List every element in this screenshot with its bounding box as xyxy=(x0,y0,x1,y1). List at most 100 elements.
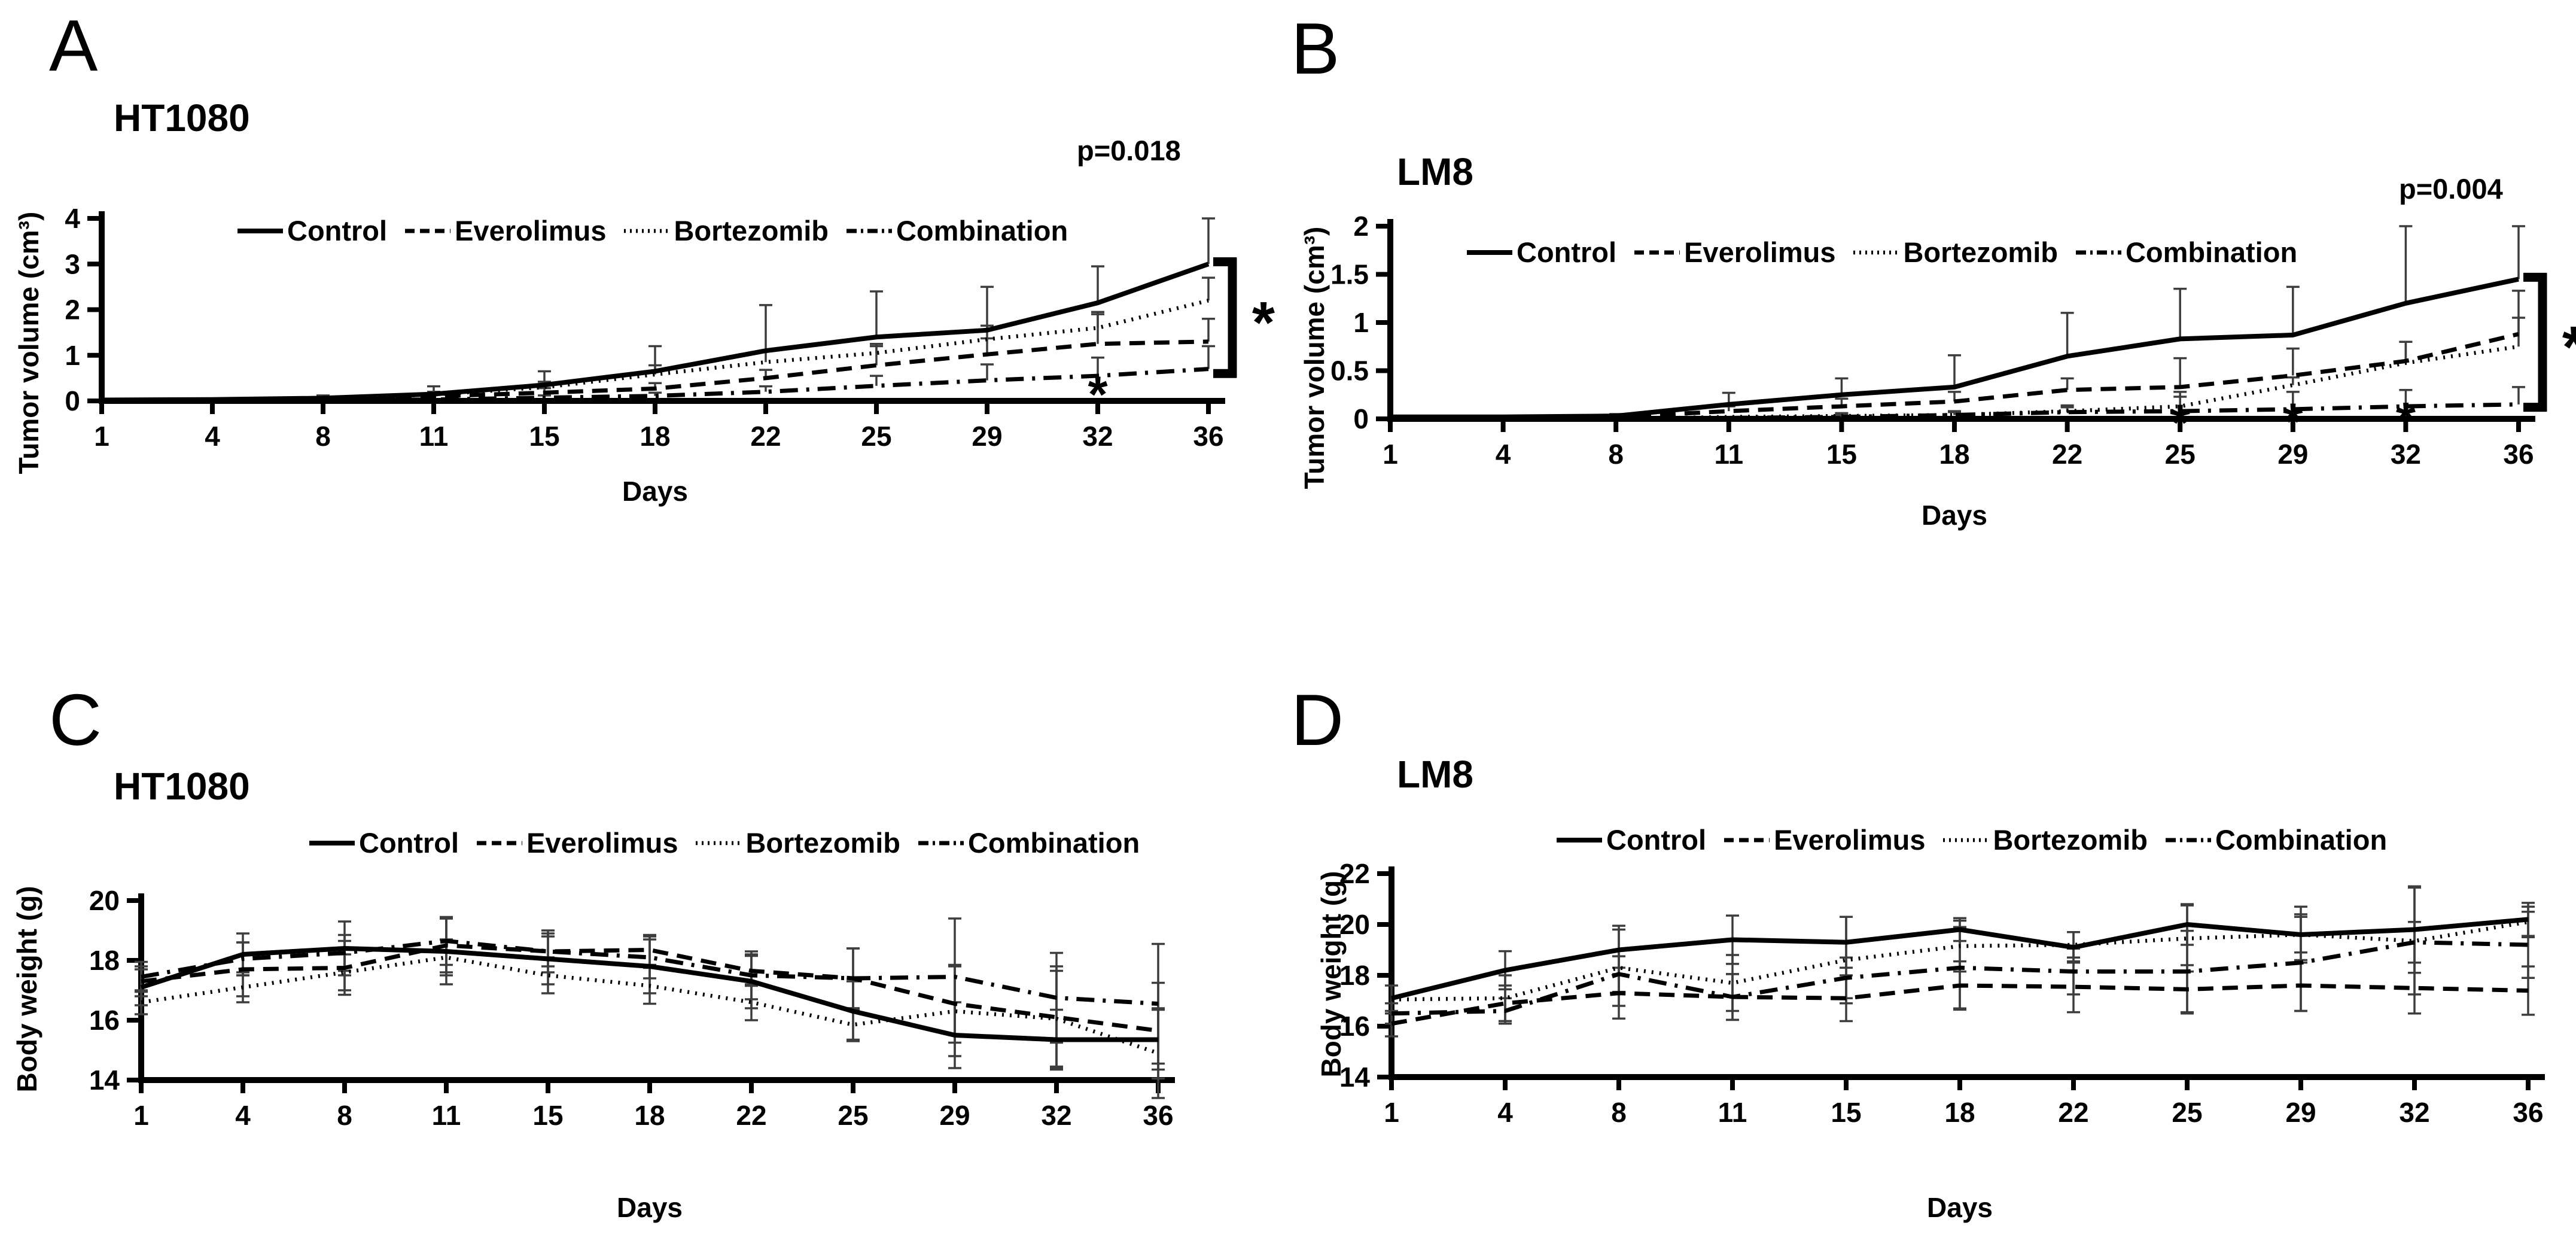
x-tick-label: 18 xyxy=(1944,1097,1975,1128)
y-tick-label: 1 xyxy=(65,340,80,371)
y-tick-label: 1 xyxy=(1353,307,1369,338)
x-tick-label: 15 xyxy=(1831,1097,1861,1128)
series-everolimus-line xyxy=(102,339,1209,403)
x-tick-label: 22 xyxy=(2058,1097,2088,1128)
line-style-dashdot-icon xyxy=(2075,250,2121,254)
legend-item-control: Control xyxy=(1555,826,1706,854)
x-tick-label: 11 xyxy=(1714,439,1743,470)
x-tick-label: 22 xyxy=(750,421,781,452)
legend-item-combination: Combination xyxy=(917,829,1140,857)
x-tick-label: 8 xyxy=(337,1100,352,1131)
series-everolimus-line xyxy=(1391,983,2529,1026)
x-tick-label: 25 xyxy=(838,1100,868,1131)
x-tick-label: 4 xyxy=(235,1100,251,1131)
x-tick-label: 1 xyxy=(1384,1097,1399,1128)
legend-label-control: Control xyxy=(359,827,459,859)
x-tick-label: 25 xyxy=(2172,1097,2202,1128)
significance-asterisk: * xyxy=(2562,314,2576,380)
significance-asterisk: * xyxy=(2170,394,2190,451)
line-style-dotted-icon xyxy=(624,229,670,233)
y-tick-label: 16 xyxy=(89,1005,120,1036)
panel-a-letter: A xyxy=(49,5,98,86)
legend-item-bortezomib: Bortezomib xyxy=(1852,238,2058,266)
x-tick-label: 32 xyxy=(1082,421,1113,452)
x-tick-label: 18 xyxy=(640,421,670,452)
line-style-solid-icon xyxy=(237,228,283,233)
legend-label-everolimus: Everolimus xyxy=(526,827,678,859)
legend-item-everolimus: Everolimus xyxy=(1633,238,1835,266)
line-style-solid-icon xyxy=(1557,837,1602,843)
panel-d-legend: Control Everolimus Bortezomib Combinatio… xyxy=(1555,826,2387,854)
x-tick-label: 4 xyxy=(1497,1097,1513,1128)
legend-label-control: Control xyxy=(1606,824,1707,856)
x-tick-label: 25 xyxy=(861,421,891,452)
legend-label-combination: Combination xyxy=(967,827,1140,859)
line-style-dotted-icon xyxy=(1853,250,1899,254)
line-style-dashed-icon xyxy=(477,841,523,845)
panel-c-title: HT1080 xyxy=(114,765,250,808)
panel-c-error-bars xyxy=(135,916,1165,1099)
y-tick-label: 0 xyxy=(1353,403,1369,434)
panel-b-y-axis-label: Tumor volume (cm³) xyxy=(1299,226,1330,489)
series-everolimus-line xyxy=(1390,331,2519,420)
significance-asterisk: * xyxy=(2396,393,2416,449)
panel-a-error-bars xyxy=(316,217,1215,399)
y-tick-label: 18 xyxy=(89,945,120,976)
line-style-dotted-icon xyxy=(1943,838,1989,842)
panel-a-significance-bracket: * xyxy=(1213,257,1275,378)
panel-b-legend: Control Everolimus Bortezomib Combinatio… xyxy=(1466,238,2297,266)
series-combination-line xyxy=(1391,940,2529,1016)
y-tick-label: 20 xyxy=(89,885,120,916)
panel-d-y-axis-label: Body weight (g) xyxy=(1316,871,1347,1078)
line-style-dotted-icon xyxy=(696,841,742,845)
panel-d-title: LM8 xyxy=(1397,753,1473,796)
legend-item-bortezomib: Bortezomib xyxy=(1942,826,2148,854)
panel-b-title: LM8 xyxy=(1397,150,1473,193)
x-tick-label: 18 xyxy=(1939,439,1969,470)
x-tick-label: 8 xyxy=(315,421,331,452)
x-tick-label: 32 xyxy=(2391,439,2421,470)
legend-label-everolimus: Everolimus xyxy=(455,215,607,247)
x-tick-label: 29 xyxy=(2277,439,2308,470)
legend-label-bortezomib: Bortezomib xyxy=(745,827,900,859)
x-tick-label: 8 xyxy=(1611,1097,1627,1128)
panel-a-x-axis-label: Days xyxy=(622,476,688,507)
x-tick-label: 15 xyxy=(532,1100,563,1131)
panel-c-letter: C xyxy=(49,679,102,761)
legend-label-everolimus: Everolimus xyxy=(1684,236,1836,268)
panel-b-error-bars xyxy=(1609,225,2525,417)
y-tick-label: 2 xyxy=(1353,211,1369,242)
line-style-dashdot-icon xyxy=(918,841,964,845)
y-tick-label: 4 xyxy=(65,203,80,234)
x-tick-label: 36 xyxy=(2513,1097,2543,1128)
x-tick-label: 32 xyxy=(1041,1100,1071,1131)
legend-label-bortezomib: Bortezomib xyxy=(1993,824,2148,856)
line-style-solid-icon xyxy=(1467,250,1512,255)
significance-asterisk: * xyxy=(1252,290,1275,355)
legend-label-combination: Combination xyxy=(896,215,1068,247)
legend-label-bortezomib: Bortezomib xyxy=(1903,236,2058,268)
panel-c-x-axis-label: Days xyxy=(617,1192,683,1223)
x-tick-label: 22 xyxy=(736,1100,766,1131)
legend-label-control: Control xyxy=(287,215,388,247)
panel-b-significance-bracket: * xyxy=(2523,272,2576,412)
series-control-line xyxy=(140,946,1158,1042)
legend-label-control: Control xyxy=(1517,236,1617,268)
x-tick-label: 18 xyxy=(634,1100,665,1131)
x-tick-label: 1 xyxy=(94,421,109,452)
line-style-dashed-icon xyxy=(1724,838,1770,842)
x-tick-label: 1 xyxy=(133,1100,149,1131)
legend-item-combination: Combination xyxy=(2164,826,2387,854)
x-tick-label: 4 xyxy=(1496,439,1511,470)
panel-b-p-value: p=0.004 xyxy=(2399,173,2503,205)
panel-a-p-value: p=0.018 xyxy=(1077,135,1181,166)
x-tick-label: 1 xyxy=(1383,439,1398,470)
legend-item-bortezomib: Bortezomib xyxy=(695,829,900,857)
series-bortezomib-line xyxy=(141,955,1159,1056)
x-tick-label: 29 xyxy=(972,421,1002,452)
x-tick-label: 22 xyxy=(2052,439,2082,470)
y-tick-label: 18 xyxy=(1339,960,1370,991)
